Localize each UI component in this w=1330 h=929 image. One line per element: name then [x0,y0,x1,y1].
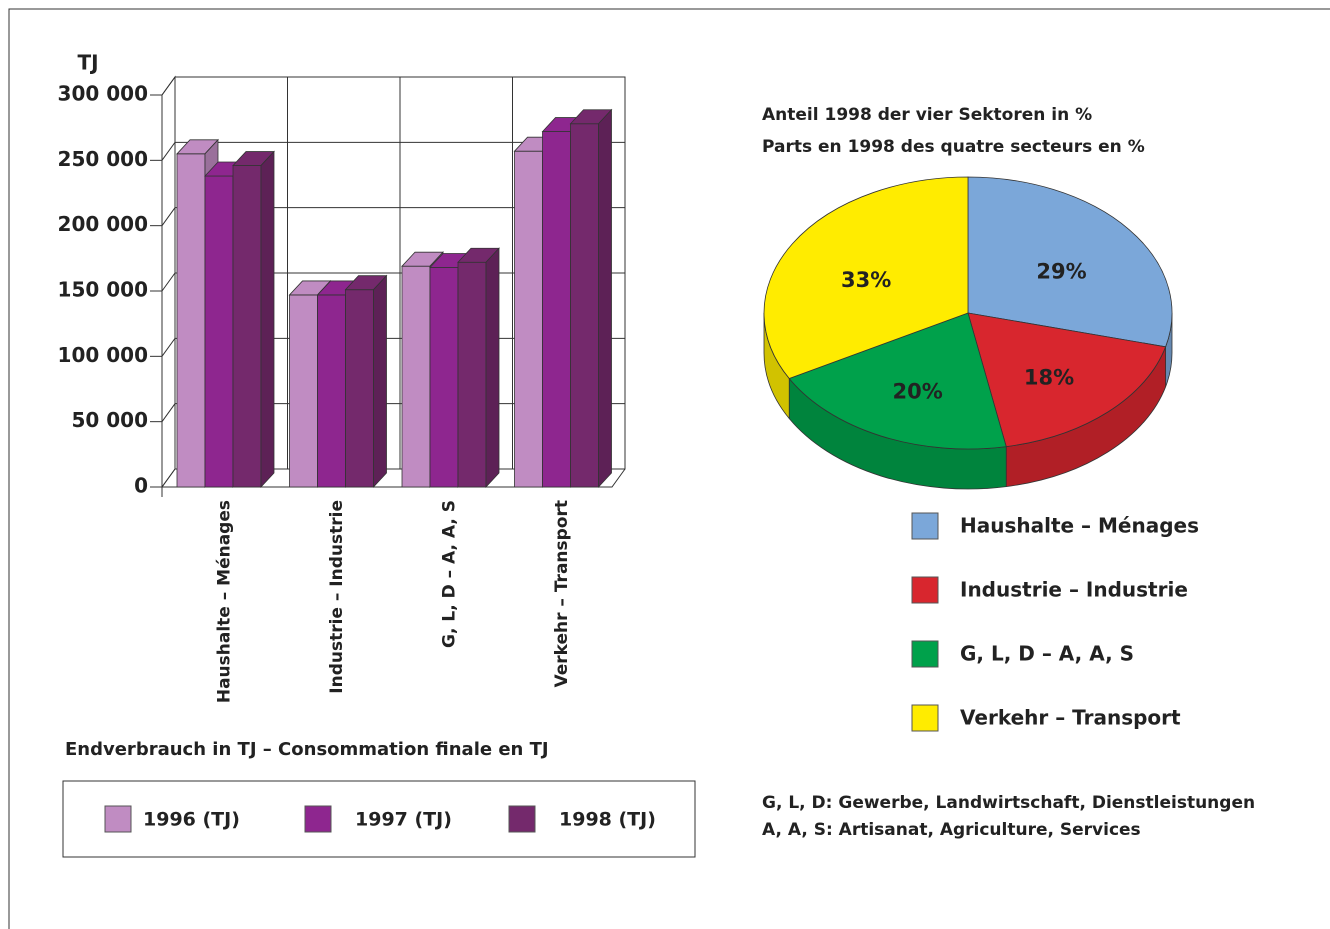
pie-title: Anteil 1998 der vier Sektoren in % [762,105,1092,125]
x-tick-label: Haushalte – Ménages [214,500,234,703]
legend-label: Verkehr – Transport [960,706,1181,730]
bar [232,165,262,488]
y-tick-label: 100 000 [58,343,148,367]
legend-label: 1996 (TJ) [143,809,240,831]
x-tick-label: Industrie – Industrie [327,500,347,694]
grid-line [161,141,625,161]
slice-label: 20% [892,379,942,403]
legend-label: 1998 (TJ) [559,809,656,831]
bar [176,153,206,488]
legend-swatch [911,640,939,668]
bar [289,294,318,488]
bar-side [598,108,612,489]
grid-line [161,207,625,226]
chart-title: Endverbrauch in TJ – Consommation finale… [65,739,549,760]
y-tick-label: 250 000 [58,147,148,171]
legend-swatch [104,805,132,833]
pie-title: Parts en 1998 des quatre secteurs en % [762,137,1145,157]
frame [8,8,1330,929]
bar [429,267,459,488]
y-tick-label: 150 000 [58,278,148,302]
legend-label: 1997 (TJ) [355,809,452,831]
bar [345,289,374,488]
pie-slice [788,312,1007,450]
legend-box [62,780,696,858]
legend-swatch [911,512,939,540]
legend-swatch [304,805,332,833]
legend-label: Industrie – Industrie [960,578,1188,602]
y-tick-label: 300 000 [58,82,148,106]
slice-label: 29% [1036,260,1086,284]
bar [401,265,431,488]
pie-slice [967,312,1167,448]
bar [570,123,599,488]
y-tick-label: 50 000 [71,408,148,432]
bar [317,294,346,488]
bar [514,150,543,488]
legend-swatch [911,576,939,604]
y-tick-label: 0 [134,474,148,498]
legend-label: Haushalte – Ménages [960,514,1199,538]
y-axis-label: TJ [77,51,98,75]
grid-line [161,76,625,96]
bar-side [373,274,387,489]
bar-side [260,150,275,489]
footnote: A, A, S: Artisanat, Agriculture, Service… [762,820,1141,840]
slice-label: 33% [841,268,891,292]
y-tick-label: 200 000 [58,212,148,236]
legend-label: G, L, D – A, A, S [960,642,1134,666]
x-tick-label: G, L, D – A, A, S [439,500,459,648]
legend-swatch [508,805,536,833]
slice-label: 18% [1024,366,1074,390]
bar [457,261,487,488]
bar [542,131,571,488]
footnote: G, L, D: Gewerbe, Landwirtschaft, Dienst… [762,793,1255,813]
bar-side [485,247,500,489]
pie-slice [967,176,1173,348]
bar [204,175,234,488]
legend-swatch [911,704,939,732]
pie-slice [763,176,969,379]
x-tick-label: Verkehr – Transport [552,500,572,688]
